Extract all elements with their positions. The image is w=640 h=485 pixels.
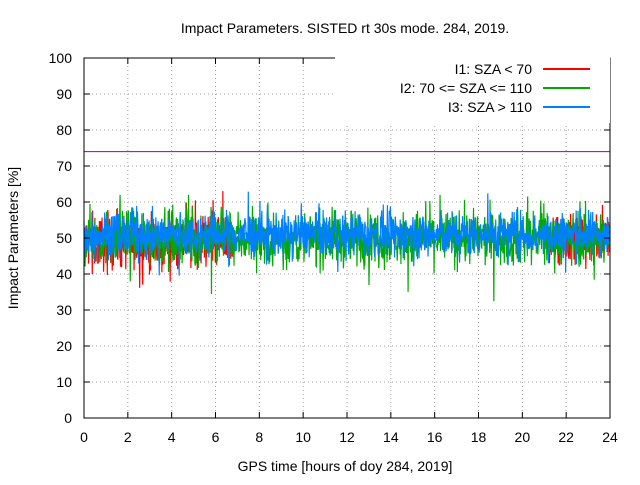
x-tick-label: 0 — [80, 429, 88, 445]
x-axis-label: GPS time [hours of doy 284, 2019] — [238, 458, 453, 474]
legend-label-i3: I3: SZA > 110 — [448, 99, 532, 115]
y-tick-label: 90 — [56, 86, 72, 102]
legend-label-i2: I2: 70 <= SZA <= 110 — [400, 80, 532, 96]
legend-label-i1: I1: SZA < 70 — [455, 61, 533, 77]
y-tick-label: 80 — [56, 122, 72, 138]
y-tick-label: 30 — [56, 302, 72, 318]
y-tick-label: 20 — [56, 338, 72, 354]
x-tick-label: 6 — [212, 429, 220, 445]
x-tick-label: 14 — [383, 429, 399, 445]
x-tick-label: 16 — [427, 429, 443, 445]
y-tick-label: 40 — [56, 266, 72, 282]
x-tick-label: 12 — [339, 429, 355, 445]
x-tick-label: 18 — [471, 429, 487, 445]
x-tick-label: 4 — [168, 429, 176, 445]
y-tick-label: 60 — [56, 194, 72, 210]
y-tick-label: 50 — [56, 230, 72, 246]
x-tick-label: 2 — [124, 429, 132, 445]
x-tick-label: 20 — [515, 429, 531, 445]
y-axis-label: Impact Parameters [%] — [5, 167, 21, 309]
x-tick-label: 10 — [295, 429, 311, 445]
x-tick-label: 24 — [602, 429, 618, 445]
y-tick-label: 70 — [56, 158, 72, 174]
chart-title: Impact Parameters. SISTED rt 30s mode. 2… — [181, 20, 509, 36]
y-tick-label: 0 — [64, 410, 72, 426]
y-tick-label: 100 — [49, 50, 73, 66]
plot-data — [83, 191, 611, 302]
y-tick-label: 10 — [56, 374, 72, 390]
x-tick-label: 8 — [255, 429, 263, 445]
series-line-3 — [83, 191, 611, 276]
x-tick-label: 22 — [558, 429, 574, 445]
axis-ticks: 0 2 4 6 8 10 12 14 16 18 20 22 240102030405060708090… — [49, 50, 618, 445]
legend: I1: SZA < 70 I2: 70 <= SZA <= 110 I3: SZ… — [335, 55, 610, 123]
